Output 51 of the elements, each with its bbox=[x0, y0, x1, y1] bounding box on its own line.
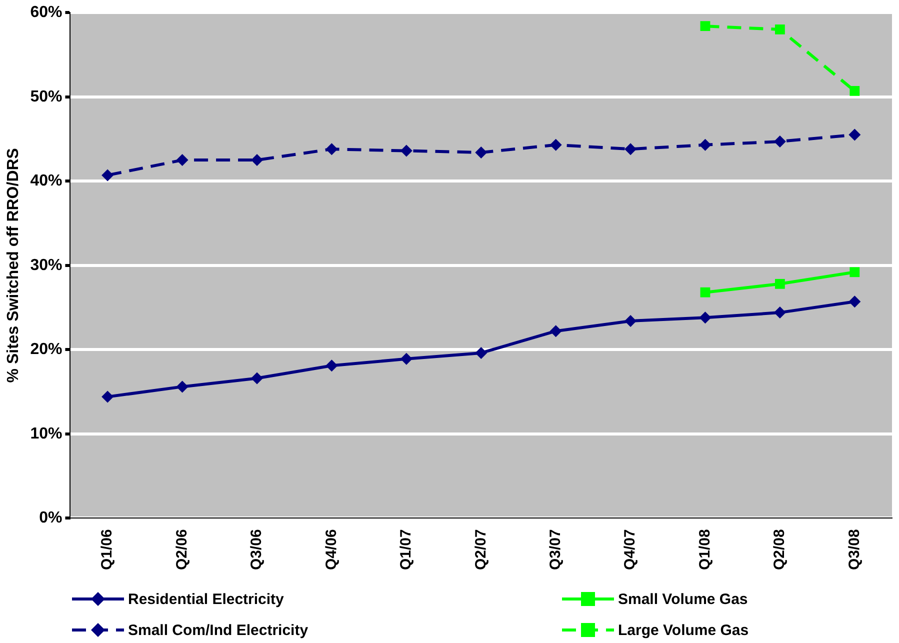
legend-label: Residential Electricity bbox=[128, 591, 285, 608]
x-tick-label: Q2/07 bbox=[472, 529, 490, 570]
x-tick-label: Q3/06 bbox=[248, 529, 266, 570]
y-tick-label: 20% bbox=[30, 341, 62, 358]
point bbox=[550, 138, 562, 151]
legend-label: Small Volume Gas bbox=[618, 591, 748, 608]
point bbox=[848, 296, 861, 308]
point bbox=[850, 86, 860, 96]
point bbox=[774, 306, 786, 319]
y-tick-label: 50% bbox=[30, 88, 62, 106]
point bbox=[250, 154, 263, 166]
x-tick-label: Q4/07 bbox=[622, 529, 639, 570]
point bbox=[176, 380, 188, 393]
x-tick-label: Q1/06 bbox=[98, 529, 116, 570]
x-tick-label: Q2/06 bbox=[173, 529, 190, 570]
point bbox=[700, 287, 710, 298]
y-tick-label: 60% bbox=[30, 4, 62, 22]
point bbox=[326, 360, 338, 372]
legend-label: Large Volume Gas bbox=[618, 622, 749, 640]
y-tick-label: 10% bbox=[30, 425, 62, 442]
y-tick-label: 0% bbox=[39, 510, 62, 527]
point bbox=[699, 312, 712, 324]
point bbox=[699, 138, 712, 151]
point bbox=[624, 314, 637, 327]
point bbox=[774, 136, 786, 148]
y-tick-label: 30% bbox=[30, 256, 62, 274]
point bbox=[848, 128, 861, 141]
legend-label: Small Com/Ind Electricity bbox=[128, 622, 309, 640]
x-tick-label: Q1/08 bbox=[696, 529, 714, 570]
point bbox=[774, 278, 785, 289]
point bbox=[400, 352, 412, 365]
point bbox=[176, 154, 188, 166]
point bbox=[102, 169, 114, 182]
point bbox=[400, 144, 412, 157]
y-tick-label: 40% bbox=[30, 172, 62, 190]
point bbox=[550, 325, 562, 338]
point bbox=[102, 390, 114, 403]
point bbox=[624, 143, 637, 156]
x-tick-label: Q1/07 bbox=[398, 529, 415, 570]
point bbox=[475, 346, 488, 359]
point bbox=[475, 146, 488, 158]
point bbox=[250, 372, 263, 384]
point bbox=[850, 267, 860, 278]
x-tick-label: Q2/08 bbox=[771, 529, 788, 570]
x-tick-label: Q3/07 bbox=[546, 529, 564, 570]
point bbox=[700, 21, 710, 32]
x-tick-label: Q4/06 bbox=[322, 529, 340, 570]
point bbox=[774, 24, 785, 34]
y-axis-title: % Sites Switched off RRO/DRS bbox=[5, 148, 22, 383]
x-tick-label: Q3/08 bbox=[846, 529, 863, 570]
point bbox=[326, 143, 338, 156]
